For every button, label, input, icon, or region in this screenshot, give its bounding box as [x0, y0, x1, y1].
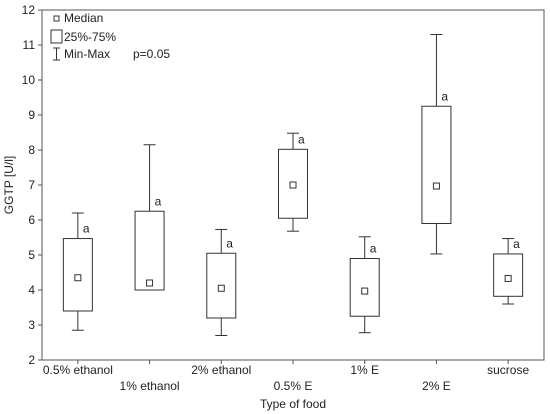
legend-iqr-label: 25%-75% [64, 30, 116, 44]
median-marker [504, 274, 512, 282]
legend-median-label: Median [64, 11, 103, 25]
significance-label: a [298, 132, 305, 146]
y-tick-label: 5 [28, 248, 35, 262]
box-group: a [421, 34, 452, 255]
iqr-box [421, 105, 452, 224]
box-group: a [134, 144, 165, 291]
x-tick-label: 2% E [422, 379, 451, 393]
y-tick-label: 8 [28, 143, 35, 157]
iqr-box [134, 210, 165, 291]
x-tick-label: 1% ethanol [120, 379, 180, 393]
significance-label: a [155, 194, 162, 208]
y-tick-label: 6 [28, 213, 35, 227]
x-tick-label: 0.5% ethanol [43, 363, 113, 377]
significance-label: a [370, 242, 377, 256]
y-tick-label: 4 [28, 283, 35, 297]
y-axis-title: GGTP [U/l] [2, 156, 16, 214]
box-group: a [349, 236, 380, 334]
significance-label: a [441, 89, 448, 103]
legend-iqr-symbol [50, 29, 63, 44]
box-group: a [278, 132, 308, 232]
box-series: a a a a a a a [62, 34, 524, 336]
y-tick-label: 3 [28, 318, 35, 332]
iqr-box [349, 258, 380, 317]
legend-minmax-symbol [53, 47, 60, 61]
significance-label: a [83, 222, 90, 236]
y-axis-ticks: 2 3 4 5 6 7 8 9 10 11 12 [22, 3, 42, 367]
box-group: a [206, 228, 237, 336]
box-group: a [62, 212, 93, 331]
legend-minmax-label: Min-Max [64, 47, 110, 61]
x-tick-label: 1% E [350, 363, 379, 377]
y-tick-label: 10 [22, 73, 36, 87]
box-group: a [493, 237, 524, 305]
y-tick-label: 7 [28, 178, 35, 192]
median-marker [74, 274, 82, 282]
x-axis-ticks: 0.5% ethanol 1% ethanol 2% ethanol 0.5% E 1%… [43, 360, 529, 393]
legend: Median 25%-75% Min-Max p=0.05 [50, 11, 170, 61]
y-tick-label: 2 [28, 353, 35, 367]
p-value-annotation: p=0.05 [133, 47, 170, 61]
median-marker [217, 284, 225, 292]
y-tick-label: 11 [23, 38, 36, 52]
x-tick-label: 2% ethanol [191, 363, 251, 377]
y-tick-label: 12 [22, 3, 36, 17]
x-tick-label: 0.5% E [274, 379, 313, 393]
x-tick-label: sucrose [487, 363, 529, 377]
median-marker [361, 287, 369, 295]
significance-label: a [513, 237, 520, 251]
y-tick-label: 9 [28, 108, 35, 122]
significance-label: a [226, 236, 233, 250]
x-axis-title: Type of food [260, 397, 326, 411]
median-marker [146, 279, 154, 287]
median-marker [432, 182, 440, 190]
median-marker [289, 181, 297, 189]
legend-median-symbol [53, 15, 60, 22]
